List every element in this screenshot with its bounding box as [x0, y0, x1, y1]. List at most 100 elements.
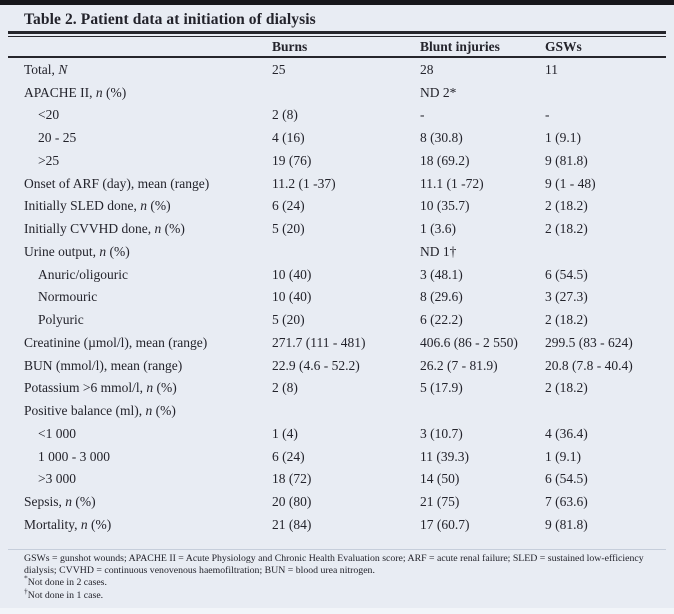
table-row: >25 19 (76) 18 (69.2) 9 (81.8)	[24, 150, 666, 173]
row-label: >3 000	[38, 471, 76, 487]
table-row: <1 000 1 (4) 3 (10.7) 4 (36.4)	[24, 423, 666, 446]
cell-burns: 20 (80)	[272, 494, 312, 510]
column-header-gsws: GSWs	[545, 39, 582, 54]
footnote-text: GSWs = gunshot wounds; APACHE II = Acute…	[24, 553, 644, 577]
cell-burns: 271.7 (111 - 481)	[272, 334, 366, 350]
bottom-page-edge	[0, 608, 674, 614]
cell-burns: 11.2 (1 -37)	[272, 175, 336, 191]
cell-blunt-injuries: 14 (50)	[420, 471, 460, 487]
table-row: Positive balance (ml), n (%)	[24, 400, 666, 423]
footnote-rule	[8, 549, 666, 550]
row-label: Urine output, n (%)	[24, 243, 130, 259]
row-label: APACHE II, n (%)	[24, 84, 127, 100]
footnote-dagger: †Not done in 1 case.	[24, 587, 656, 602]
cell-burns: 2 (8)	[272, 107, 298, 123]
table-row: Normouric 10 (40) 8 (29.6) 3 (27.3)	[24, 286, 666, 309]
cell-blunt-injuries: 21 (75)	[420, 494, 460, 510]
footnote-asterisk: *Not done in 2 cases.	[24, 574, 656, 589]
cell-blunt-injuries: 406.6 (86 - 2 550)	[420, 334, 518, 350]
table-row: BUN (mmol/l), mean (range) 22.9 (4.6 - 5…	[24, 354, 666, 377]
cell-blunt-injuries: 1 (3.6)	[420, 221, 456, 237]
cell-burns: 25	[272, 61, 286, 77]
cell-gsws: 6 (54.5)	[545, 266, 588, 282]
table-header-row: Burns Blunt injuries GSWs	[24, 38, 664, 56]
cell-blunt-injuries: 3 (48.1)	[420, 266, 463, 282]
table-body: Total, N 25 28 11 APACHE II, n (%) ND 2*…	[24, 59, 666, 537]
title-rule-thick	[8, 31, 666, 34]
row-label: Onset of ARF (day), mean (range)	[24, 175, 210, 191]
cell-gsws: -	[545, 107, 550, 123]
cell-blunt-injuries: 8 (30.8)	[420, 130, 463, 146]
row-label: 1 000 - 3 000	[38, 448, 110, 464]
row-label: Potassium >6 mmol/l, n (%)	[24, 380, 177, 396]
cell-gsws: 7 (63.6)	[545, 494, 588, 510]
row-label: 20 - 25	[38, 130, 77, 146]
cell-burns: 2 (8)	[272, 380, 298, 396]
row-label: Total, N	[24, 61, 68, 77]
cell-burns: 22.9 (4.6 - 52.2)	[272, 357, 360, 373]
table-row: Urine output, n (%) ND 1†	[24, 241, 666, 264]
cell-gsws: 20.8 (7.8 - 40.4)	[545, 357, 633, 373]
cell-burns: 6 (24)	[272, 198, 305, 214]
header-rule	[8, 56, 666, 58]
table-row: Polyuric 5 (20) 6 (22.2) 2 (18.2)	[24, 309, 666, 332]
cell-burns: 19 (76)	[272, 152, 312, 168]
row-label: >25	[38, 152, 60, 168]
cell-blunt-injuries: 5 (17.9)	[420, 380, 463, 396]
cell-burns: 5 (20)	[272, 221, 305, 237]
cell-burns: 10 (40)	[272, 266, 312, 282]
cell-blunt-injuries: -	[420, 107, 425, 123]
table-row: Sepsis, n (%) 20 (80) 21 (75) 7 (63.6)	[24, 491, 666, 514]
table-row: Onset of ARF (day), mean (range) 11.2 (1…	[24, 172, 666, 195]
cell-gsws: 9 (81.8)	[545, 152, 588, 168]
row-label: <20	[38, 107, 60, 123]
row-label: Mortality, n (%)	[24, 516, 112, 532]
row-label: Positive balance (ml), n (%)	[24, 403, 176, 419]
column-header-blunt-injuries: Blunt injuries	[420, 39, 500, 54]
cell-gsws: 6 (54.5)	[545, 471, 588, 487]
column-header-burns: Burns	[272, 39, 308, 54]
table-row: Creatinine (µmol/l), mean (range) 271.7 …	[24, 332, 666, 355]
cell-blunt-injuries: 11.1 (1 -72)	[420, 175, 484, 191]
cell-gsws: 2 (18.2)	[545, 221, 588, 237]
cell-gsws: 11	[545, 61, 558, 77]
row-label: Polyuric	[38, 312, 84, 328]
cell-blunt-injuries: 11 (39.3)	[420, 448, 469, 464]
cell-blunt-injuries: 3 (10.7)	[420, 425, 463, 441]
cell-burns: 10 (40)	[272, 289, 312, 305]
cell-gsws: 2 (18.2)	[545, 198, 588, 214]
table-row: Anuric/oligouric 10 (40) 3 (48.1) 6 (54.…	[24, 263, 666, 286]
cell-gsws: 4 (36.4)	[545, 425, 588, 441]
row-label: Normouric	[38, 289, 98, 305]
cell-blunt-injuries: 8 (29.6)	[420, 289, 463, 305]
cell-blunt-injuries: ND 2*	[420, 84, 457, 100]
footnotes: GSWs = gunshot wounds; APACHE II = Acute…	[24, 553, 656, 602]
footnote-marker: *	[24, 574, 28, 584]
row-label: Creatinine (µmol/l), mean (range)	[24, 334, 208, 350]
title-rule-thin	[8, 36, 666, 37]
cell-blunt-injuries: 17 (60.7)	[420, 516, 470, 532]
table-row: >3 000 18 (72) 14 (50) 6 (54.5)	[24, 468, 666, 491]
row-label: Sepsis, n (%)	[24, 494, 96, 510]
cell-gsws: 2 (18.2)	[545, 380, 588, 396]
table-row: Potassium >6 mmol/l, n (%) 2 (8) 5 (17.9…	[24, 377, 666, 400]
row-label: Anuric/oligouric	[38, 266, 128, 282]
table-row: APACHE II, n (%) ND 2*	[24, 81, 666, 104]
table-row: 20 - 25 4 (16) 8 (30.8) 1 (9.1)	[24, 127, 666, 150]
table-row: Initially CVVHD done, n (%) 5 (20) 1 (3.…	[24, 218, 666, 241]
cell-burns: 1 (4)	[272, 425, 298, 441]
row-label: Initially CVVHD done, n (%)	[24, 221, 185, 237]
table-row: Mortality, n (%) 21 (84) 17 (60.7) 9 (81…	[24, 514, 666, 537]
cell-blunt-injuries: 28	[420, 61, 434, 77]
cell-gsws: 9 (1 - 48)	[545, 175, 596, 191]
cell-burns: 21 (84)	[272, 516, 312, 532]
cell-blunt-injuries: 10 (35.7)	[420, 198, 470, 214]
cell-gsws: 9 (81.8)	[545, 516, 588, 532]
cell-burns: 4 (16)	[272, 130, 305, 146]
footnote-marker: †	[24, 586, 28, 596]
cell-blunt-injuries: ND 1†	[420, 243, 457, 259]
cell-blunt-injuries: 18 (69.2)	[420, 152, 470, 168]
cell-gsws: 1 (9.1)	[545, 130, 581, 146]
row-label: Initially SLED done, n (%)	[24, 198, 171, 214]
cell-gsws: 3 (27.3)	[545, 289, 588, 305]
